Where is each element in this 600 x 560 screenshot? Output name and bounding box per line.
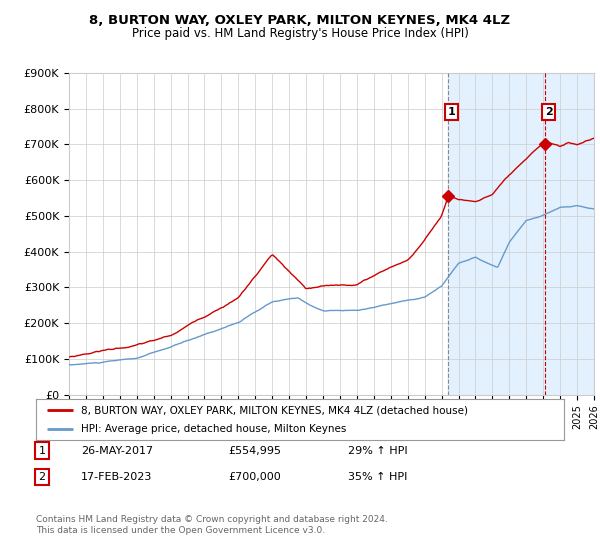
Text: Contains HM Land Registry data © Crown copyright and database right 2024.
This d: Contains HM Land Registry data © Crown c… [36, 515, 388, 535]
Text: 26-MAY-2017: 26-MAY-2017 [81, 446, 153, 456]
Text: 8, BURTON WAY, OXLEY PARK, MILTON KEYNES, MK4 4LZ: 8, BURTON WAY, OXLEY PARK, MILTON KEYNES… [89, 14, 511, 27]
Text: 1: 1 [448, 107, 455, 117]
Text: 8, BURTON WAY, OXLEY PARK, MILTON KEYNES, MK4 4LZ (detached house): 8, BURTON WAY, OXLEY PARK, MILTON KEYNES… [81, 405, 468, 415]
Text: 17-FEB-2023: 17-FEB-2023 [81, 472, 152, 482]
Text: 29% ↑ HPI: 29% ↑ HPI [348, 446, 407, 456]
Text: Price paid vs. HM Land Registry's House Price Index (HPI): Price paid vs. HM Land Registry's House … [131, 27, 469, 40]
Text: 2: 2 [38, 472, 46, 482]
Text: HPI: Average price, detached house, Milton Keynes: HPI: Average price, detached house, Milt… [81, 424, 346, 433]
Text: 1: 1 [38, 446, 46, 456]
Text: 2: 2 [545, 107, 553, 117]
Text: £700,000: £700,000 [228, 472, 281, 482]
Text: 35% ↑ HPI: 35% ↑ HPI [348, 472, 407, 482]
Text: £554,995: £554,995 [228, 446, 281, 456]
Bar [448, 73, 594, 395]
